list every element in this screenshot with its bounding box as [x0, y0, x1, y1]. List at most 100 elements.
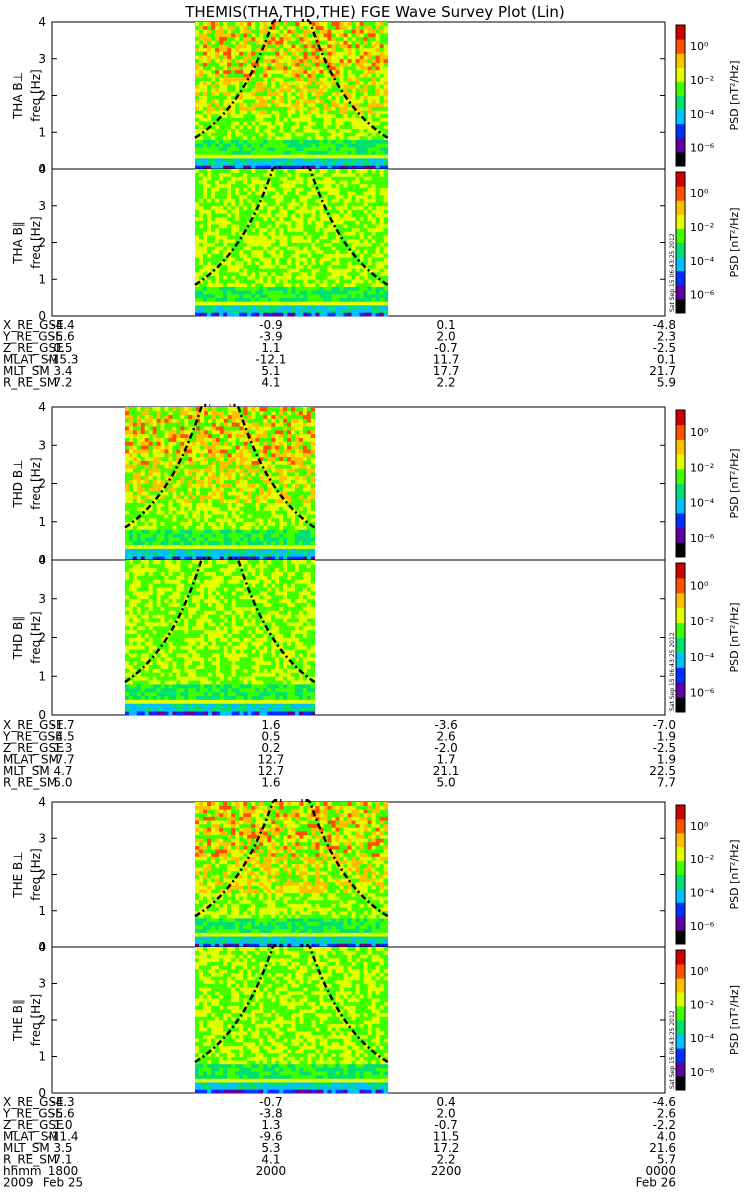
spectrogram-cell	[307, 33, 312, 38]
spectrogram-cell	[219, 475, 225, 481]
spectrogram-cell	[299, 55, 304, 60]
spectrogram-cell	[291, 297, 296, 302]
spectrogram-cell	[299, 157, 304, 163]
spectrogram-cell	[211, 172, 216, 177]
spectrogram-cell	[219, 154, 224, 159]
spectrogram-cell	[251, 231, 256, 236]
spectrogram-cell	[363, 268, 369, 273]
spectrogram-cell	[128, 502, 134, 507]
spectrogram-cell	[231, 238, 236, 243]
spectrogram-cell	[207, 235, 212, 240]
spectrogram-cell	[223, 297, 228, 302]
spectrogram-cell	[383, 106, 389, 111]
spectrogram-cell	[227, 216, 232, 221]
spectrogram-cell	[327, 132, 332, 137]
spectrogram-cell	[323, 290, 328, 295]
spectrogram-cell	[267, 51, 272, 56]
spectrogram-cell	[371, 180, 377, 185]
spectrogram-cell	[235, 257, 240, 262]
spectrogram-cell	[363, 249, 369, 254]
spectrogram-cell	[239, 77, 244, 82]
spectrogram-cell	[235, 80, 240, 85]
spectrogram-cell	[335, 99, 340, 104]
spectrogram-cell	[283, 198, 288, 203]
spectrogram-cell	[215, 275, 220, 280]
spectrogram-cell	[303, 282, 308, 288]
spectrogram-cell	[196, 426, 201, 431]
spectrogram-cell	[239, 216, 244, 221]
spectrogram-cell	[223, 525, 229, 530]
spectrogram-cell	[196, 533, 201, 538]
spectrogram-cell	[148, 426, 154, 431]
spectrogram-cell	[148, 525, 154, 530]
spectrogram-cell	[235, 308, 240, 313]
spectrogram-cell	[200, 449, 205, 454]
spectrogram-cell	[279, 29, 284, 34]
spectrogram-cell	[219, 242, 224, 247]
spectrogram-cell	[207, 510, 213, 515]
spectrogram-cell	[128, 429, 134, 435]
spectrogram-cell	[196, 449, 201, 454]
spectrogram-cell	[199, 220, 204, 225]
spectrogram-cell	[223, 264, 228, 269]
spectrogram-cell	[323, 249, 328, 254]
spectrogram-cell	[251, 290, 256, 295]
spectrogram-cell	[207, 58, 212, 63]
spectrogram-cell	[287, 191, 292, 196]
spectrogram-cell	[211, 407, 217, 412]
spectrogram-cell	[263, 238, 268, 243]
spectrogram-cell	[371, 29, 377, 34]
spectrogram-cell	[335, 40, 340, 45]
spectrogram-cell	[367, 176, 373, 181]
spectrogram-cell	[279, 62, 284, 67]
spectrogram-cell	[371, 260, 377, 265]
spectrogram-cell	[196, 517, 201, 523]
spectrogram-cell	[383, 143, 389, 148]
spectrogram-cell	[235, 117, 240, 122]
spectrogram-cell	[295, 22, 300, 27]
spectrogram-cell	[200, 548, 205, 553]
spectrogram-cell	[267, 132, 272, 137]
spectrogram-cell	[379, 183, 385, 188]
spectrogram-cell	[207, 150, 212, 155]
spectrogram-cell	[219, 135, 224, 141]
spectrogram-cell	[156, 510, 161, 515]
spectrogram-cell	[215, 44, 220, 49]
spectrogram-cell	[251, 77, 256, 82]
spectrogram-cell	[215, 498, 221, 504]
spectrogram-cell	[295, 216, 300, 221]
spectrogram-cell	[375, 224, 381, 229]
spectrogram-cell	[156, 437, 161, 442]
spectrogram-cell	[367, 231, 373, 236]
spectrogram-cell	[331, 51, 336, 56]
spectrogram-cell	[275, 264, 280, 269]
spectrogram-cell	[343, 194, 348, 199]
spectrogram-cell	[203, 62, 208, 67]
spectrogram-cell	[327, 194, 332, 199]
spectrogram-cell	[307, 301, 312, 306]
spectrogram-cell	[295, 253, 300, 258]
spectrogram-cell	[383, 99, 389, 104]
spectrogram-cell	[339, 73, 344, 78]
spectrogram-cell	[192, 487, 197, 492]
spectrogram-cell	[275, 180, 280, 185]
spectrogram-cell	[160, 472, 165, 477]
spectrogram-cell	[172, 529, 177, 534]
spectrogram-cell	[263, 194, 268, 199]
spectrogram-cell	[383, 88, 389, 93]
spectrogram-cell	[192, 529, 197, 534]
spectrogram-cell	[355, 161, 360, 166]
spectrogram-cell	[355, 25, 360, 30]
spectrogram-cell	[184, 418, 189, 423]
spectrogram-cell	[243, 139, 248, 144]
spectrogram-cell	[156, 429, 161, 435]
spectrogram-cell	[299, 121, 304, 126]
spectrogram-cell	[211, 139, 216, 144]
spectrogram-cell	[359, 301, 364, 306]
spectrogram-cell	[148, 433, 154, 438]
spectrogram-cell	[383, 95, 389, 100]
spectrogram-cell	[140, 414, 146, 419]
spectrogram-cell	[192, 426, 197, 431]
spectrogram-cell	[275, 249, 280, 254]
spectrogram-cell	[339, 154, 344, 159]
